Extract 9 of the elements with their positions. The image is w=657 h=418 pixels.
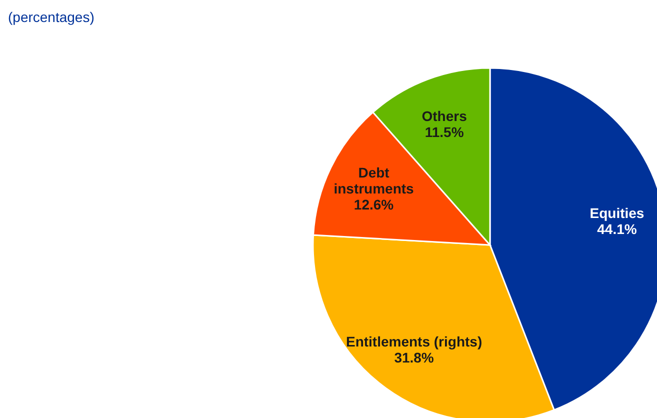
slice-label: Entitlements (rights) [346,334,482,350]
text: (percentages) [8,9,94,25]
data-label: 44.1% [597,221,638,238]
slice-label: Debt instruments [334,164,414,197]
data-label: 31.8% [394,350,434,366]
data-label: 11.5% [424,124,464,140]
slice-label: Others [422,108,468,124]
slice-label: Equities [590,205,644,222]
data-label: 12.6% [354,196,394,213]
